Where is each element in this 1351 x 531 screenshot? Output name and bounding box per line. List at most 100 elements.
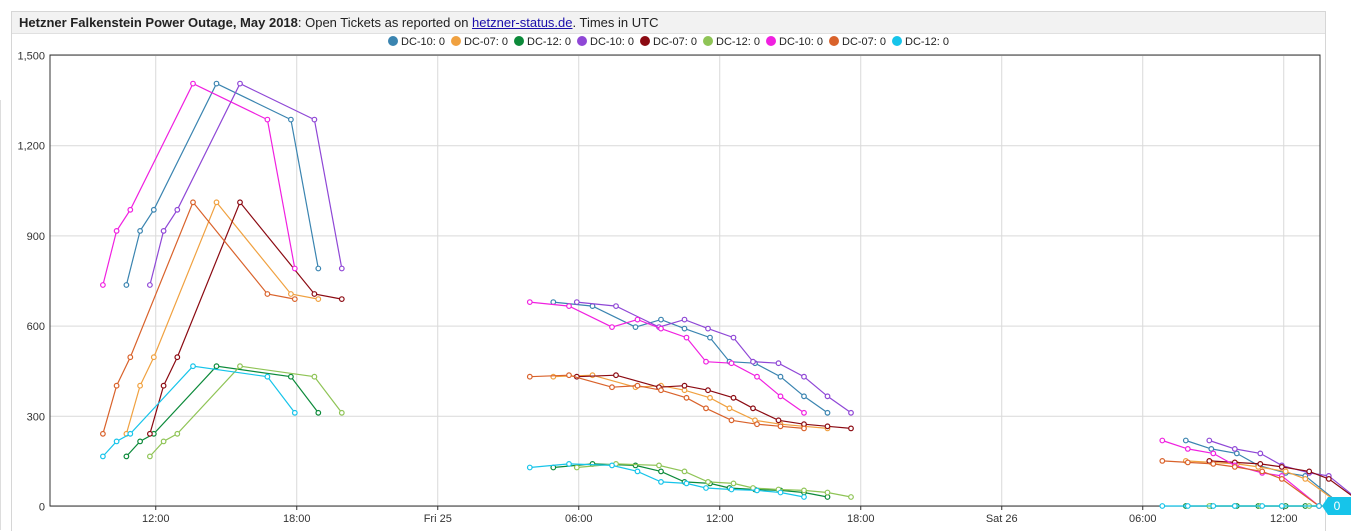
data-point[interactable] xyxy=(127,206,134,213)
legend-item[interactable]: DC-10: 0 xyxy=(388,36,445,48)
data-point[interactable] xyxy=(264,116,271,123)
data-point[interactable] xyxy=(288,116,294,123)
data-point[interactable] xyxy=(573,464,580,471)
data-point[interactable] xyxy=(824,489,831,496)
data-point[interactable] xyxy=(728,360,735,367)
data-point[interactable] xyxy=(1257,461,1264,467)
data-point[interactable] xyxy=(526,299,533,306)
data-point[interactable] xyxy=(160,227,167,234)
data-point[interactable] xyxy=(1325,476,1332,482)
data-point[interactable] xyxy=(237,80,243,87)
data-point[interactable] xyxy=(566,303,572,310)
data-point[interactable] xyxy=(338,409,345,416)
data-point[interactable] xyxy=(707,394,713,401)
data-point[interactable] xyxy=(634,316,641,323)
data-point[interactable] xyxy=(705,325,711,332)
data-point[interactable] xyxy=(777,393,784,400)
data-point[interactable] xyxy=(703,405,709,412)
data-point[interactable] xyxy=(707,334,713,341)
data-point[interactable] xyxy=(703,485,709,491)
data-point[interactable] xyxy=(264,373,271,380)
data-point[interactable] xyxy=(681,382,688,389)
data-point[interactable] xyxy=(824,393,831,400)
data-point[interactable] xyxy=(1259,503,1266,509)
data-point[interactable] xyxy=(291,265,298,272)
data-point[interactable] xyxy=(1159,458,1166,464)
data-point[interactable] xyxy=(777,489,784,496)
data-point[interactable] xyxy=(137,227,144,234)
data-point[interactable] xyxy=(137,438,144,445)
data-point[interactable] xyxy=(730,394,737,401)
data-point[interactable] xyxy=(190,363,196,370)
data-point[interactable] xyxy=(728,486,735,493)
data-point[interactable] xyxy=(190,199,196,206)
data-point[interactable] xyxy=(127,430,134,437)
data-point[interactable] xyxy=(1210,450,1217,457)
data-point[interactable] xyxy=(1233,450,1240,457)
data-point[interactable] xyxy=(681,468,688,475)
data-point[interactable] xyxy=(1282,468,1289,475)
data-point[interactable] xyxy=(848,425,854,432)
data-point[interactable] xyxy=(291,409,298,416)
data-point[interactable] xyxy=(683,334,690,341)
data-point[interactable] xyxy=(801,487,807,494)
data-point[interactable] xyxy=(338,296,345,303)
data-point[interactable] xyxy=(801,373,807,380)
data-point[interactable] xyxy=(146,282,153,288)
data-point[interactable] xyxy=(311,116,318,123)
data-point[interactable] xyxy=(683,394,690,401)
data-point[interactable] xyxy=(1302,476,1309,482)
data-point[interactable] xyxy=(705,387,711,394)
legend-item[interactable]: DC-07: 0 xyxy=(640,36,697,48)
data-point[interactable] xyxy=(99,453,106,460)
data-point[interactable] xyxy=(573,299,580,306)
data-point[interactable] xyxy=(754,487,760,494)
data-point[interactable] xyxy=(658,468,664,475)
data-point[interactable] xyxy=(113,438,120,445)
data-point[interactable] xyxy=(291,296,298,303)
data-point[interactable] xyxy=(609,324,615,331)
data-point[interactable] xyxy=(728,417,735,424)
legend-item[interactable]: DC-12: 0 xyxy=(703,36,760,48)
data-point[interactable] xyxy=(113,382,120,389)
data-point[interactable] xyxy=(174,354,181,361)
data-point[interactable] xyxy=(288,291,294,297)
data-point[interactable] xyxy=(213,80,220,87)
data-point[interactable] xyxy=(526,464,533,471)
data-point[interactable] xyxy=(750,358,756,365)
data-point[interactable] xyxy=(777,373,784,380)
legend[interactable]: DC-10: 0 DC-07: 0 DC-12: 0 DC-10: 0 DC-07: 0… xyxy=(388,36,949,48)
data-point[interactable] xyxy=(777,423,784,430)
data-point[interactable] xyxy=(1257,450,1264,457)
data-point[interactable] xyxy=(681,325,688,332)
data-point[interactable] xyxy=(801,425,807,432)
data-point[interactable] xyxy=(1278,503,1285,509)
data-point[interactable] xyxy=(634,468,641,475)
legend-item[interactable]: DC-07: 0 xyxy=(829,36,886,48)
data-point[interactable] xyxy=(150,206,157,213)
legend-item[interactable]: DC-07: 0 xyxy=(451,36,508,48)
data-point[interactable] xyxy=(123,453,130,460)
data-point[interactable] xyxy=(609,384,615,391)
data-point[interactable] xyxy=(146,453,153,460)
data-point[interactable] xyxy=(775,417,782,424)
legend-item[interactable]: DC-10: 0 xyxy=(766,36,823,48)
data-point[interactable] xyxy=(589,303,596,310)
data-point[interactable] xyxy=(315,265,322,272)
data-point[interactable] xyxy=(288,373,294,380)
hetzner-status-link[interactable]: hetzner-status.de xyxy=(472,15,573,30)
data-point[interactable] xyxy=(632,462,639,469)
data-point[interactable] xyxy=(609,462,615,469)
data-point[interactable] xyxy=(213,199,220,206)
data-point[interactable] xyxy=(1231,503,1238,509)
data-point[interactable] xyxy=(1208,446,1215,452)
data-point[interactable] xyxy=(658,479,664,485)
data-point[interactable] xyxy=(683,480,690,487)
data-point[interactable] xyxy=(99,282,106,288)
data-point[interactable] xyxy=(213,363,220,370)
data-point[interactable] xyxy=(123,282,130,288)
data-point[interactable] xyxy=(658,387,664,394)
data-point[interactable] xyxy=(160,382,167,389)
data-point[interactable] xyxy=(237,199,243,206)
data-point[interactable] xyxy=(658,316,664,323)
